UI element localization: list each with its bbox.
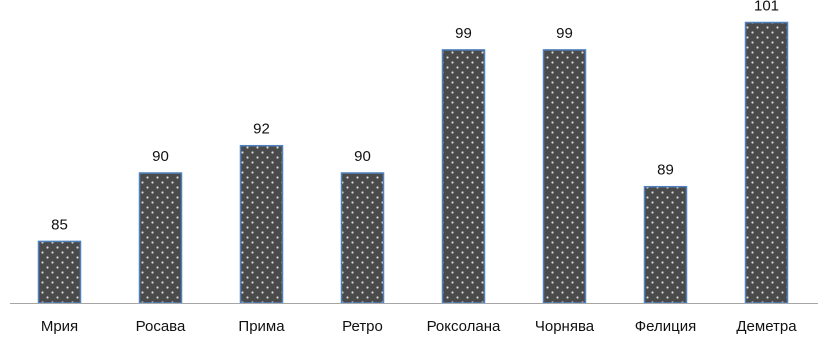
category-label-2: Росава [136, 318, 186, 335]
value-label-5: 99 [455, 25, 472, 42]
value-label-8: 101 [754, 0, 779, 15]
bar-8 [744, 21, 789, 304]
category-label-5: Роксолана [427, 318, 501, 335]
category-label-3: Прима [238, 318, 285, 335]
bar-1 [37, 240, 82, 304]
value-label-3: 92 [253, 121, 270, 138]
category-label-8: Деметра [736, 318, 797, 335]
category-label-6: Чорнява [535, 318, 595, 335]
bars-group [37, 21, 789, 304]
category-label-1: Мрия [41, 318, 78, 335]
category-label-4: Ретро [342, 318, 383, 335]
value-label-4: 90 [354, 148, 371, 165]
value-label-7: 89 [657, 162, 674, 179]
bar-2 [138, 172, 183, 304]
bar-3 [239, 144, 284, 304]
bar-6 [542, 49, 587, 304]
tick-labels-group: Мрия Росава Прима Ретро Роксолана Чорнява Фели… [41, 318, 797, 335]
bar-5 [441, 49, 486, 304]
value-label-2: 90 [152, 148, 169, 165]
bar-4 [340, 172, 385, 304]
value-labels-group: 85 90 92 90 99 99 89 101 [51, 0, 779, 233]
value-label-1: 85 [51, 216, 68, 233]
bar-7 [643, 185, 688, 304]
category-label-7: Фелиция [635, 318, 696, 335]
value-label-6: 99 [556, 25, 573, 42]
